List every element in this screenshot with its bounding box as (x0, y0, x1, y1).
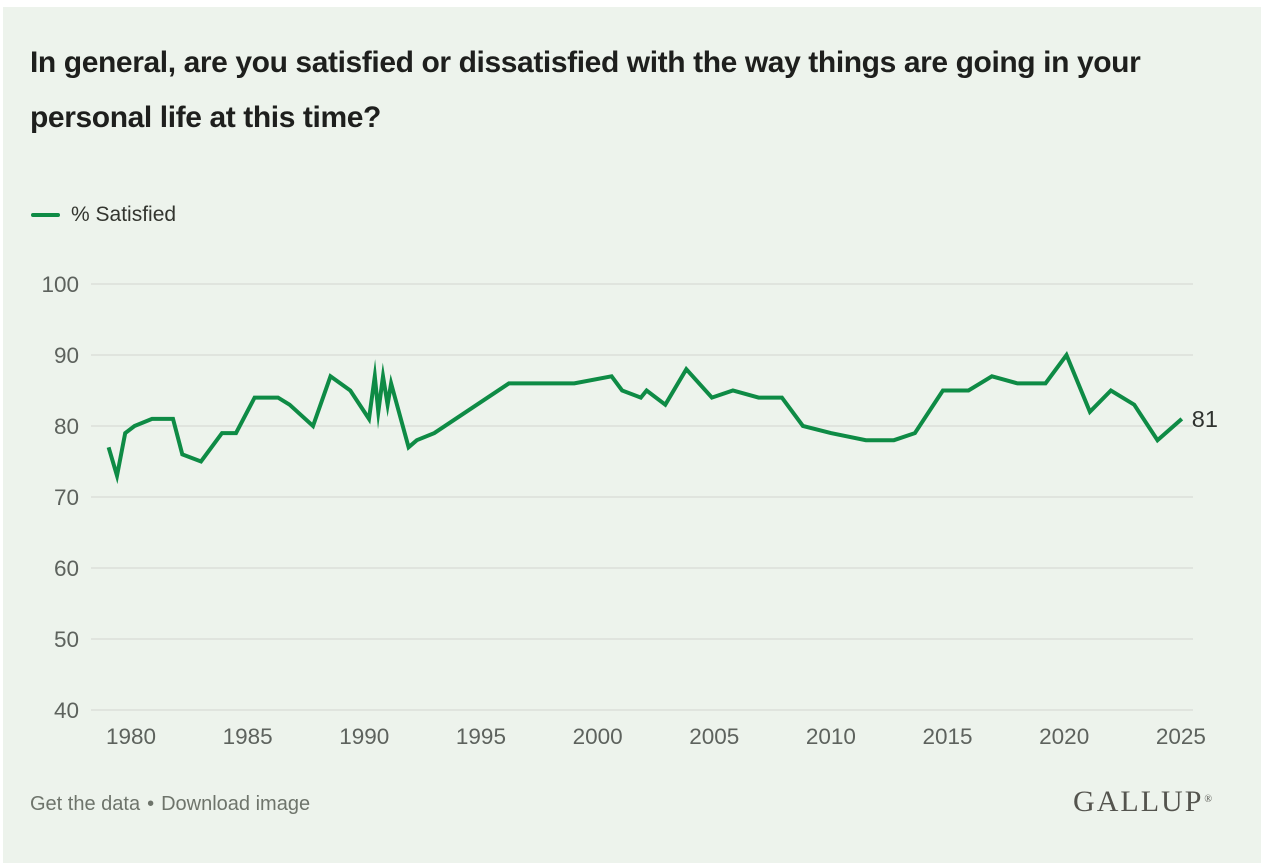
x-tick-label: 1985 (223, 724, 273, 749)
satisfaction-line-chart: 40 50 60 70 80 90 100 1980 1985 1990 1995 2000 2005 2… (41, 272, 1218, 749)
x-tick-label: 1995 (456, 724, 506, 749)
y-tick-label: 60 (54, 556, 79, 581)
download-image-link[interactable]: Download image (161, 793, 311, 815)
x-tick-label: 2015 (923, 724, 973, 749)
x-tick-label: 2020 (1039, 724, 1089, 749)
legend-line-swatch-icon (31, 213, 60, 217)
latest-value-label: 81 (1192, 406, 1218, 432)
x-tick-label: 1990 (339, 724, 389, 749)
y-tick-label: 80 (54, 414, 79, 439)
gallup-logo: GALLUP® (1073, 785, 1212, 819)
get-the-data-link[interactable]: Get the data (30, 793, 141, 815)
x-tick-label: 1980 (106, 724, 156, 749)
x-tick-label: 2025 (1156, 724, 1206, 749)
y-tick-label: 70 (54, 485, 79, 510)
x-tick-label: 2005 (689, 724, 739, 749)
page-title: In general, are you satisfied or dissati… (30, 46, 1141, 134)
y-tick-label: 90 (54, 343, 79, 368)
footer-separator: • (147, 793, 155, 815)
chart-card: In general, are you satisfied or dissati… (3, 7, 1261, 863)
registered-mark: ® (1204, 794, 1212, 805)
legend-label: % Satisfied (71, 203, 177, 226)
satisfied-series-line (106, 350, 1184, 485)
x-tick-label: 2000 (573, 724, 623, 749)
gallup-wordmark: GALLUP (1073, 785, 1204, 818)
x-tick-label: 2010 (806, 724, 856, 749)
y-tick-label: 40 (54, 698, 79, 723)
legend: % Satisfied (31, 203, 176, 227)
y-tick-label: 100 (41, 272, 79, 297)
y-tick-label: 50 (54, 627, 79, 652)
footer-links: Get the data • Download image (30, 793, 310, 816)
